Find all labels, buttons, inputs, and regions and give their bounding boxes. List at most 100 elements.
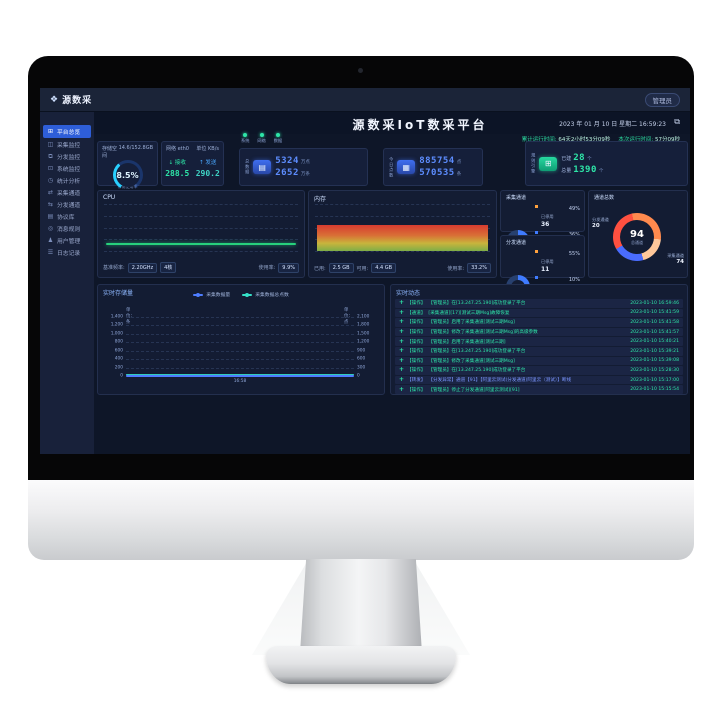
activity-time: 2023-01-10 16:59:46 bbox=[630, 300, 679, 306]
webcam-dot bbox=[358, 68, 363, 73]
activity-row[interactable]: + 【操作】 【管理员】修改了采集通道[测试三期Msg] 2023-01-10 … bbox=[395, 356, 683, 366]
cpu-usage-line bbox=[106, 243, 296, 245]
rules-built-label: 已建 bbox=[561, 155, 572, 162]
activity-time: 2023-01-10 15:17:00 bbox=[630, 377, 679, 383]
activity-message: 【分发异常】通道【91】【阿里云测试(分发通道)阿里云（测试）】断线 bbox=[428, 378, 572, 384]
activity-message: 【管理员】修改了采集通道[测试三期Msg] bbox=[428, 358, 515, 364]
y-tick: 200 bbox=[114, 365, 123, 371]
activity-row[interactable]: + 【操作】 【管理员】启用了采集通道[测试三期Msg] 2023-01-10 … bbox=[395, 318, 683, 327]
value: 20 bbox=[592, 222, 600, 229]
y-tick: 0 bbox=[357, 373, 360, 379]
plus-icon: + bbox=[399, 299, 405, 307]
cpu-panel: CPU 基准频率: 2.20GHz 4核 使用率: 9.9% bbox=[97, 190, 305, 278]
activity-tag: 【操作】 bbox=[407, 358, 426, 364]
activity-row[interactable]: + 【通道】 [采集通道][17][测试三期Msg]故障恢复 2023-01-1… bbox=[395, 308, 683, 318]
collect-channel-icon: ⇄ bbox=[47, 189, 54, 196]
sidebar-item-collect-channel[interactable]: ⇄ 采集通道 bbox=[43, 187, 91, 198]
mem-used-label: 已用: bbox=[314, 265, 326, 272]
fullscreen-icon[interactable]: ⧉ bbox=[674, 117, 680, 126]
activity-tag: 【操作】 bbox=[407, 349, 426, 355]
sidebar-item-label: 采集通道 bbox=[57, 191, 81, 197]
brand-logo: ❖ 源数采 bbox=[50, 93, 93, 107]
sidebar-item-label: 分发通道 bbox=[57, 203, 81, 209]
brand-name: 源数采 bbox=[62, 96, 93, 106]
dispatch-channel-icon: ⇆ bbox=[47, 201, 54, 208]
plus-icon: + bbox=[399, 337, 405, 345]
activity-tag: 【通道】 bbox=[407, 310, 426, 316]
cpu-usage-label: 使用率: bbox=[258, 265, 276, 271]
status-lights: 系统 网络 数据 bbox=[241, 133, 282, 144]
sidebar-item-label: 分发监控 bbox=[57, 155, 81, 161]
rules-built-value: 28 bbox=[573, 152, 586, 163]
activity-tag: 【操作】 bbox=[407, 339, 426, 345]
system-monitor-icon: ⊡ bbox=[47, 165, 54, 172]
activity-row[interactable]: + 【操作】 【管理员】修改了采集通道[测试三期Msg]的高级参数 2023-0… bbox=[395, 327, 683, 337]
activity-row[interactable]: + 【转发】 【分发异常】通道【91】【阿里云测试(分发通道)阿里云（测试）】断… bbox=[395, 375, 683, 385]
memory-panel: 内存 已用: 2.5 GB 可用: 4.4 GB 使用率: 33.2% bbox=[308, 190, 497, 278]
sidebar-item-system-monitor[interactable]: ⊡ 系统监控 bbox=[43, 163, 91, 174]
sidebar-item-protocol-lib[interactable]: ▤ 协议库 bbox=[43, 211, 91, 222]
activity-message: 【管理员】修改了采集通道[测试三期Msg]的高级参数 bbox=[428, 330, 538, 336]
plus-icon: + bbox=[399, 366, 405, 374]
sidebar-item-label: 消息规则 bbox=[57, 227, 81, 233]
mem-free-value: 4.4 GB bbox=[371, 263, 397, 273]
uptime-session-value: 57分09秒 bbox=[655, 137, 680, 143]
sidebar-item-dispatch-channel[interactable]: ⇆ 分发通道 bbox=[43, 199, 91, 210]
activity-row[interactable]: + 【操作】 【管理员】在[13.247.25.190]成功登录了平台 2023… bbox=[395, 366, 683, 375]
y-tick: 600 bbox=[114, 348, 123, 354]
activity-row[interactable]: + 【操作】 【管理员】在[13.247.25.190]成功登录了平台 2023… bbox=[395, 346, 683, 356]
sidebar-item-label: 采集监控 bbox=[57, 143, 81, 149]
monitor-chin bbox=[28, 480, 694, 560]
legend-percent: 10% bbox=[568, 277, 580, 283]
protocol-lib-icon: ▤ bbox=[47, 213, 54, 220]
data-status-label: 数据 bbox=[273, 138, 283, 143]
mem-free-label: 可用: bbox=[356, 265, 369, 272]
activity-row[interactable]: + 【操作】 【管理员】停止了分发通道[阿里云测试][91] 2023-01-1… bbox=[395, 385, 683, 394]
sidebar-item-overview[interactable]: ⊞ 平台总览 bbox=[43, 125, 91, 138]
plus-icon: + bbox=[399, 328, 405, 336]
network-status-light bbox=[259, 133, 264, 137]
brand-icon: ❖ bbox=[50, 94, 60, 105]
left-axis-unit: 单位：条 bbox=[126, 308, 135, 325]
statistics-icon: ◷ bbox=[47, 177, 54, 184]
sidebar-item-label: 协议库 bbox=[57, 215, 75, 221]
sidebar-item-user-management[interactable]: ♟ 用户管理 bbox=[43, 235, 91, 246]
value: 74 bbox=[676, 258, 684, 265]
cpu-chart bbox=[104, 204, 298, 252]
total-points-card: 总数据 ▤ 5324 万点 2652 万条 bbox=[239, 148, 368, 186]
legend-percent: 55% bbox=[568, 251, 580, 257]
cpu-freq-value: 2.20GHz bbox=[127, 262, 158, 273]
sidebar-item-statistics[interactable]: ◷ 统计分析 bbox=[43, 175, 91, 186]
user-management-icon: ♟ bbox=[47, 237, 54, 244]
right-axis-unit: 单位：点 bbox=[344, 308, 353, 325]
sidebar-item-message-rules[interactable]: ◎ 消息规则 bbox=[43, 223, 91, 234]
uptime-bar: 累计运行时间: 64天2小时53分09秒 本次运行时间: 57分09秒 bbox=[522, 135, 680, 143]
sidebar-item-logs[interactable]: ☰ 日志记录 bbox=[43, 247, 91, 258]
sidebar-item-collect-monitor[interactable]: ◫ 采集监控 bbox=[43, 139, 91, 150]
x-axis-tick: 16:58 bbox=[233, 379, 247, 384]
activity-time: 2023-01-10 15:41:59 bbox=[630, 310, 679, 316]
activity-tag: 【转发】 bbox=[407, 378, 426, 384]
activity-time: 2023-01-10 15:41:58 bbox=[630, 319, 679, 325]
realtime-activity-title: 实时动态 bbox=[396, 290, 421, 297]
activity-row[interactable]: + 【操作】 【管理员】启用了采集通道[测试三期] 2023-01-10 15:… bbox=[395, 337, 683, 346]
activity-message: 【管理员】在[13.247.25.190]成功登录了平台 bbox=[428, 349, 526, 355]
memory-panel-title: 内存 bbox=[314, 196, 327, 203]
uptime-total-value: 64天2小时53分09秒 bbox=[558, 137, 611, 143]
cpu-panel-title: CPU bbox=[103, 194, 116, 201]
total-points-value: 5324 bbox=[275, 156, 299, 166]
activity-time: 2023-01-10 15:41:57 bbox=[630, 329, 679, 335]
legend-value: 11 bbox=[541, 266, 550, 273]
plus-icon: + bbox=[399, 308, 405, 316]
sidebar-item-label: 日志记录 bbox=[57, 251, 81, 257]
storage-chart-plot: 单位：条 单位：点 1,400 1,200 1,000 800 600 400 … bbox=[111, 308, 370, 384]
admin-button[interactable]: 管理员 bbox=[644, 92, 680, 107]
rules-built-unit: 个 bbox=[587, 156, 592, 162]
plus-icon: + bbox=[399, 347, 405, 355]
sidebar-item-dispatch-monitor[interactable]: ⧉ 分发监控 bbox=[43, 151, 91, 162]
activity-time: 2023-01-10 15:28:30 bbox=[630, 367, 679, 373]
activity-row[interactable]: + 【操作】 【管理员】在[13.247.25.190]成功登录了平台 2023… bbox=[395, 299, 683, 308]
total-channels-title: 通道总数 bbox=[594, 195, 615, 201]
activity-message: 【管理员】在[13.247.25.190]成功登录了平台 bbox=[428, 301, 526, 307]
mem-usage-label: 使用率: bbox=[447, 265, 465, 272]
